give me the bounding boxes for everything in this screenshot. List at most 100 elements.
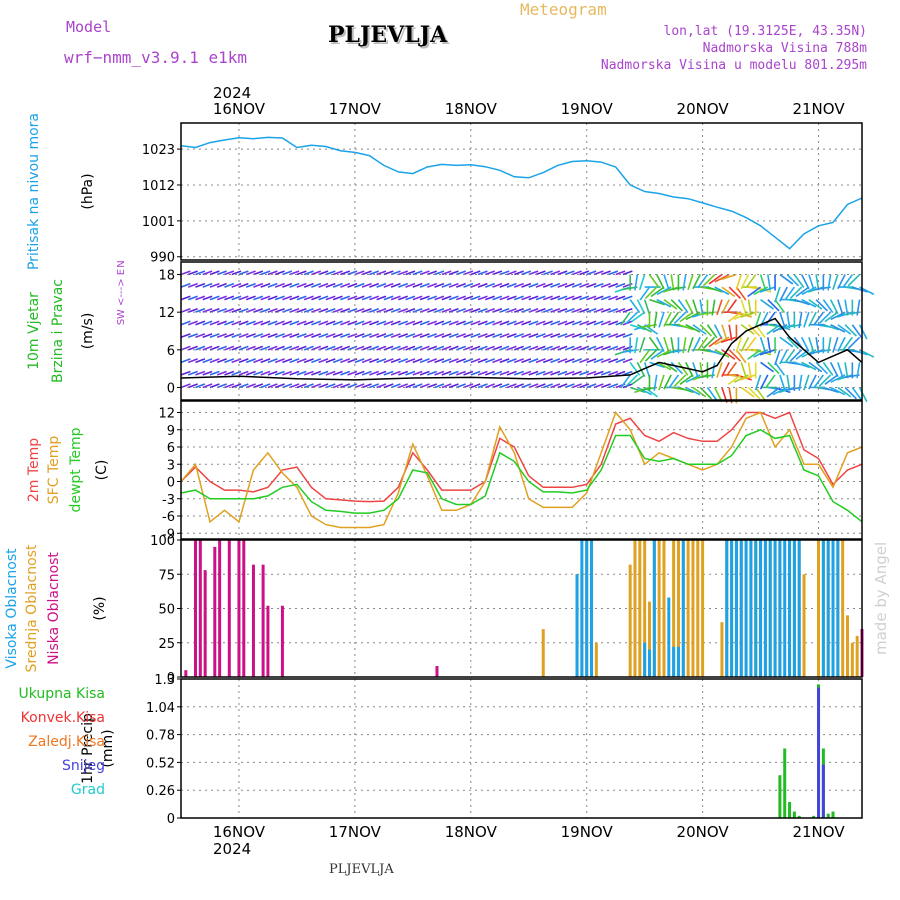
wind-barb: [202, 320, 213, 326]
wind-barb: [692, 324, 707, 335]
wind-barb: [620, 311, 631, 326]
wind-barb: [779, 311, 786, 328]
wind-barb: [557, 270, 568, 276]
wind-barb: [593, 383, 604, 389]
wind-barb: [794, 361, 810, 369]
wind-barb: [180, 320, 191, 326]
wind-barb: [376, 333, 387, 339]
clouds-bar: [594, 642, 598, 677]
panel-label: dewpt Temp: [68, 427, 84, 512]
wind-barb: [289, 308, 300, 313]
clouds-bar: [672, 646, 676, 677]
wind-barb: [579, 345, 590, 351]
wind-barb: [383, 370, 394, 376]
panel-label: (m/s): [80, 313, 96, 350]
wind-barb: [586, 383, 597, 389]
wind-barb: [528, 333, 539, 339]
wind-barb: [260, 295, 271, 301]
wind-barb: [608, 295, 619, 301]
ytick-label: -9: [162, 527, 175, 542]
wind-barb: [492, 370, 503, 376]
wind-barb: [434, 282, 445, 288]
wind-barb: [513, 295, 524, 301]
wind-barb: [535, 320, 546, 326]
wind-barb: [477, 320, 488, 326]
wind-barb: [289, 320, 300, 326]
wind-barb: [808, 298, 823, 310]
wind-barb: [427, 320, 437, 326]
wind-barb: [844, 386, 857, 400]
wind-barb: [708, 336, 723, 348]
wind-barb: [830, 324, 846, 333]
wind-barb: [699, 324, 713, 337]
wind-barb: [772, 386, 788, 396]
wind-barb: [354, 295, 365, 301]
wind-barb: [564, 333, 575, 339]
wind-barb: [238, 358, 249, 364]
wind-barb: [586, 345, 597, 351]
wind-barb: [376, 345, 387, 351]
wind-barb: [637, 386, 653, 396]
wind-barb: [656, 361, 672, 371]
precip-bar: [812, 815, 816, 818]
wind-barb: [822, 361, 834, 376]
wind-barb: [579, 308, 590, 313]
wind-barb: [571, 383, 582, 389]
wind-barb: [679, 311, 694, 323]
wind-barb: [238, 282, 249, 288]
model-name: wrf−nmm_v3.9.1 e1km: [64, 48, 248, 67]
wind-barb: [282, 358, 293, 364]
wind-barb: [274, 308, 285, 313]
wind-barb: [398, 308, 409, 313]
wind-barb: [224, 358, 235, 364]
wind-barb: [766, 386, 781, 398]
wind-barb: [282, 345, 293, 351]
wind-barb: [499, 270, 510, 276]
wind-barb: [608, 320, 619, 326]
wind-barb: [528, 383, 539, 389]
wind-barb: [550, 282, 561, 288]
wind-barb: [369, 383, 380, 389]
ytick-label: 3: [167, 458, 175, 473]
wind-barb: [369, 295, 380, 301]
clouds-bar: [676, 646, 680, 677]
wind-barb: [844, 362, 849, 379]
wind-barb: [844, 324, 857, 337]
wind-barb: [187, 270, 198, 276]
wind-barb: [586, 308, 597, 313]
wind-barb: [456, 358, 466, 364]
wind-barb: [325, 345, 336, 351]
wind-barb: [216, 295, 227, 301]
wind-barb: [340, 308, 351, 313]
wind-barb: [564, 370, 575, 376]
wind-barb: [195, 308, 206, 313]
wind-barb: [332, 383, 343, 389]
wind-barb: [851, 386, 863, 401]
wind-barb: [216, 383, 227, 389]
wind-barb: [477, 370, 488, 376]
ytick-label: 75: [158, 568, 175, 583]
wind-barb: [224, 308, 235, 313]
clouds-bar: [251, 564, 255, 677]
wind-barb: [376, 308, 387, 313]
wind-barb: [253, 370, 264, 376]
clouds-bar: [676, 540, 680, 677]
wind-barb: [260, 383, 271, 389]
wind-barb: [289, 333, 300, 339]
wind-barb: [513, 270, 524, 276]
wind-barb: [760, 361, 774, 373]
wind-barb: [528, 282, 539, 288]
ytick-label: 0: [167, 671, 175, 686]
wind-barb: [639, 349, 651, 364]
wind-barb: [245, 345, 256, 351]
wind-barb: [238, 370, 249, 376]
wind-barb: [600, 282, 611, 288]
wind-barb: [765, 374, 776, 389]
wind-barb: [608, 370, 619, 376]
wind-barb: [847, 336, 861, 350]
day-label-bottom: 16NOV: [213, 823, 266, 841]
wind-barb: [303, 345, 314, 351]
wind-barb: [282, 270, 293, 276]
wind-barb: [615, 333, 626, 339]
wind-barb: [434, 308, 445, 313]
